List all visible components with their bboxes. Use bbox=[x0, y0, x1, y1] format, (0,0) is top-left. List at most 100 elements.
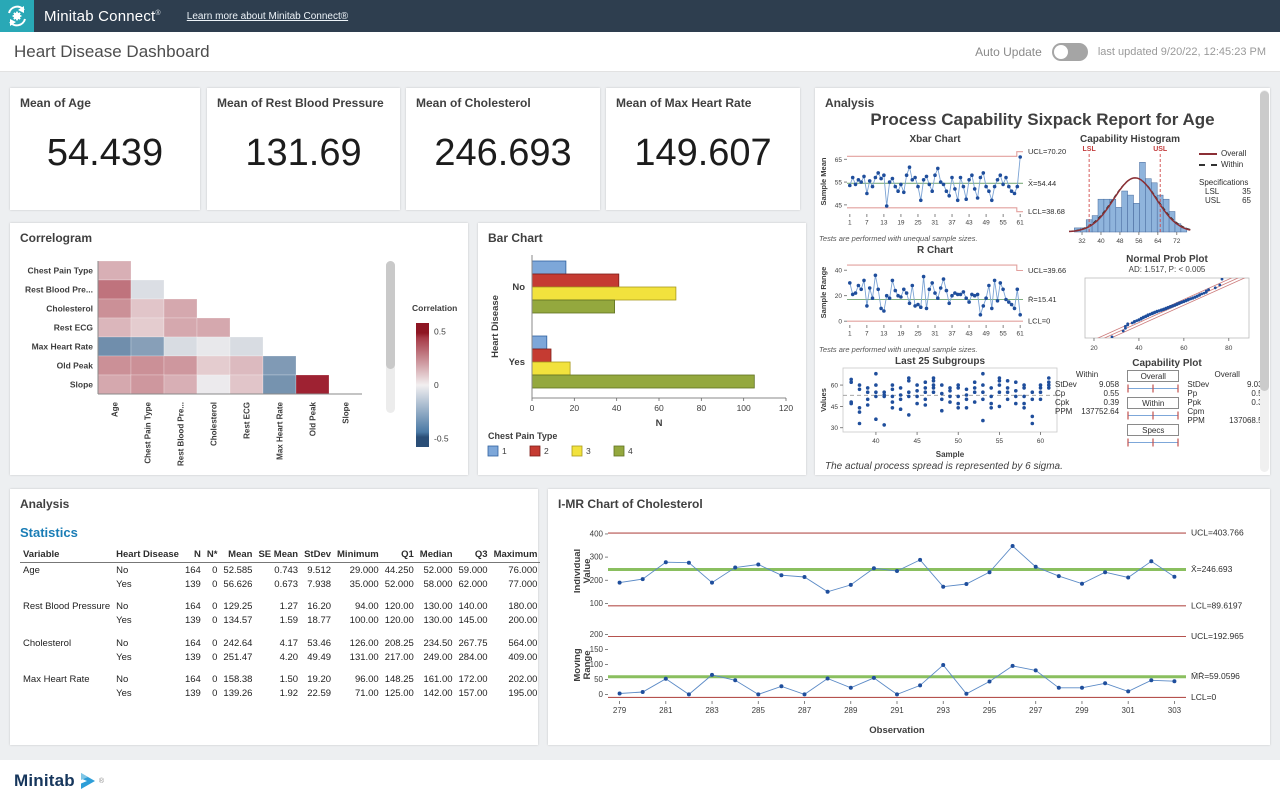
stat-label: Cpm bbox=[1187, 407, 1204, 416]
specifications-title: Specifications bbox=[1199, 178, 1269, 187]
table-cell: 126.00 bbox=[334, 628, 382, 651]
top-navbar: Minitab Connect® Learn more about Minita… bbox=[0, 0, 1280, 32]
sixpack-title: Process Capability Sixpack Report for Ag… bbox=[825, 110, 1260, 130]
kpi-title: Mean of Rest Blood Pressure bbox=[217, 96, 384, 110]
svg-text:60: 60 bbox=[654, 403, 664, 413]
table-cell: 0 bbox=[204, 577, 221, 591]
capability-overall-stats: OverallStDev9.039Pp0.55Ppk0.39Cpm*PPM137… bbox=[1187, 370, 1267, 451]
table-cell: 217.00 bbox=[382, 650, 417, 664]
table-cell: 0 bbox=[204, 563, 221, 578]
svg-text:31: 31 bbox=[931, 220, 939, 227]
table-cell: 62.000 bbox=[456, 577, 491, 591]
svg-text:25: 25 bbox=[914, 331, 922, 338]
page-footer: Minitab ® bbox=[0, 760, 1280, 802]
correlogram-svg: Chest Pain TypeRest Blood Pre...Choleste… bbox=[14, 249, 464, 471]
table-cell: 234.50 bbox=[417, 628, 456, 651]
auto-update-toggle[interactable] bbox=[1052, 43, 1088, 61]
svg-text:Correlation: Correlation bbox=[412, 303, 457, 313]
svg-text:287: 287 bbox=[798, 706, 812, 715]
r-chart: 0204017131925313743495561UCL=39.66R̄=15.… bbox=[817, 255, 1093, 343]
table-cell: 158.38 bbox=[220, 664, 255, 687]
legend-item: Within bbox=[1199, 159, 1269, 170]
last25-xlabel: Sample bbox=[843, 450, 1057, 459]
svg-text:Old Peak: Old Peak bbox=[57, 361, 94, 371]
table-cell: 0 bbox=[204, 687, 221, 701]
normal-prob-plot-subtitle: AD: 1.517, P: < 0.005 bbox=[1067, 265, 1267, 274]
correlogram-scrollbar-thumb[interactable] bbox=[386, 261, 395, 369]
stat-row: PPM137068.58 bbox=[1187, 416, 1267, 425]
table-cell: 52.000 bbox=[417, 563, 456, 578]
overall-line-icon bbox=[1199, 153, 1217, 155]
spec-row: LSL35 bbox=[1205, 187, 1251, 196]
table-row: Yes1390251.474.2049.49131.00217.00249.00… bbox=[20, 650, 540, 664]
table-cell: Yes bbox=[113, 687, 182, 701]
svg-text:7: 7 bbox=[865, 331, 869, 338]
capability-histogram: LSLUSL324048566472 bbox=[1065, 144, 1195, 246]
table-cell: 4.20 bbox=[255, 650, 301, 664]
svg-text:2: 2 bbox=[544, 446, 549, 456]
table-cell: 94.00 bbox=[334, 591, 382, 614]
page-title: Heart Disease Dashboard bbox=[14, 42, 210, 62]
svg-text:55: 55 bbox=[1000, 331, 1008, 338]
svg-text:37: 37 bbox=[948, 220, 956, 227]
table-cell: Yes bbox=[113, 577, 182, 591]
stat-value: 9.058 bbox=[1099, 380, 1119, 389]
svg-text:N: N bbox=[656, 418, 663, 429]
table-cell: 4.17 bbox=[255, 628, 301, 651]
statistics-section-link[interactable]: Statistics bbox=[20, 525, 78, 540]
spec-label: USL bbox=[1205, 196, 1221, 205]
svg-text:0.5: 0.5 bbox=[434, 327, 446, 337]
svg-text:285: 285 bbox=[752, 706, 766, 715]
svg-text:297: 297 bbox=[1029, 706, 1043, 715]
svg-text:299: 299 bbox=[1075, 706, 1089, 715]
capability-box-within: Within bbox=[1127, 397, 1179, 409]
svg-text:55: 55 bbox=[1000, 220, 1008, 227]
statistics-panel: Analysis Statistics VariableHeart Diseas… bbox=[10, 489, 538, 745]
svg-text:1: 1 bbox=[848, 331, 852, 338]
table-cell: 284.00 bbox=[456, 650, 491, 664]
table-cell: 1.27 bbox=[255, 591, 301, 614]
table-cell bbox=[20, 650, 113, 664]
svg-text:7: 7 bbox=[865, 220, 869, 227]
xbar-chart-svg: 45556517131925313743495561UCL=70.20X̄=54… bbox=[817, 144, 1093, 232]
xbar-chart: 45556517131925313743495561UCL=70.20X̄=54… bbox=[817, 144, 1093, 232]
panel-scrollbar-thumb[interactable] bbox=[1260, 91, 1269, 391]
table-cell: 76.000 bbox=[491, 563, 541, 578]
minitab-connect-logo[interactable] bbox=[0, 0, 34, 32]
svg-text:295: 295 bbox=[983, 706, 997, 715]
table-cell: No bbox=[113, 591, 182, 614]
table-cell: 164 bbox=[182, 563, 204, 578]
xbar-note: Tests are performed with unequal sample … bbox=[819, 234, 978, 243]
table-cell: 130.00 bbox=[417, 591, 456, 614]
imr-chart-panel: I-MR Chart of Cholesterol 100200300400UC… bbox=[548, 489, 1270, 745]
svg-text:Rest Blood Pre...: Rest Blood Pre... bbox=[25, 285, 93, 295]
minitab-connect-dashboard: Minitab Connect® Learn more about Minita… bbox=[0, 0, 1280, 802]
svg-text:Values: Values bbox=[819, 388, 828, 412]
correlogram-panel: Correlogram Chest Pain TypeRest Blood Pr… bbox=[10, 223, 468, 475]
table-cell: 0 bbox=[204, 614, 221, 628]
kpi-card-mean-age: Mean of Age 54.439 bbox=[10, 88, 200, 210]
brand-title: Minitab Connect® bbox=[44, 8, 161, 25]
svg-text:60: 60 bbox=[1037, 438, 1045, 445]
svg-text:Max Heart Rate: Max Heart Rate bbox=[276, 401, 285, 459]
svg-text:13: 13 bbox=[880, 220, 888, 227]
svg-text:Max Heart Rate: Max Heart Rate bbox=[32, 342, 94, 352]
svg-text:31: 31 bbox=[931, 331, 939, 338]
table-cell: 52.585 bbox=[220, 563, 255, 578]
table-cell: No bbox=[113, 628, 182, 651]
table-cell: 180.00 bbox=[491, 591, 541, 614]
learn-more-link[interactable]: Learn more about Minitab Connect® bbox=[187, 11, 348, 22]
moving-range-chart-svg: 0501001502002792812832852872892912932952… bbox=[574, 623, 1262, 723]
table-cell bbox=[20, 687, 113, 701]
table-cell: No bbox=[113, 563, 182, 578]
svg-text:0: 0 bbox=[434, 380, 439, 390]
table-cell: 139.26 bbox=[220, 687, 255, 701]
svg-text:Age: Age bbox=[111, 401, 120, 417]
normal-prob-plot-svg: 20406080 bbox=[1059, 276, 1255, 354]
svg-text:1: 1 bbox=[502, 446, 507, 456]
svg-text:55: 55 bbox=[835, 180, 843, 187]
svg-text:Rest ECG: Rest ECG bbox=[54, 323, 94, 333]
table-cell: 0 bbox=[204, 650, 221, 664]
table-cell: 564.00 bbox=[491, 628, 541, 651]
table-cell: 142.00 bbox=[417, 687, 456, 701]
